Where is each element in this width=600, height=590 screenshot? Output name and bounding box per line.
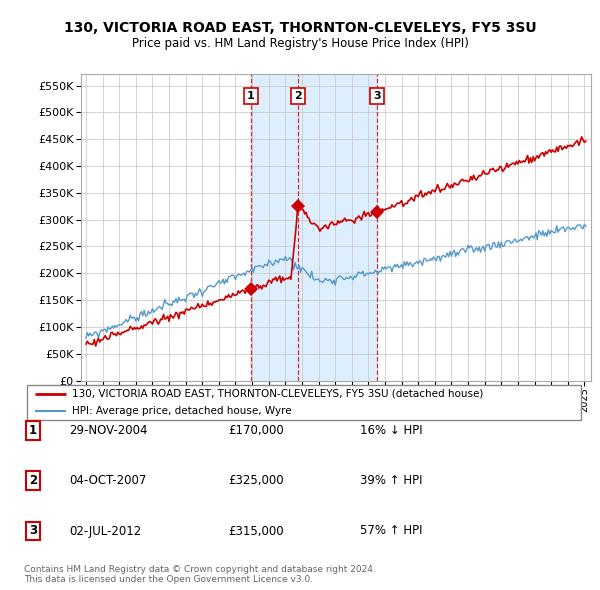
Text: £170,000: £170,000	[228, 424, 284, 437]
Text: 2: 2	[294, 91, 302, 101]
Text: 57% ↑ HPI: 57% ↑ HPI	[360, 525, 422, 537]
FancyBboxPatch shape	[27, 385, 581, 420]
Text: 29-NOV-2004: 29-NOV-2004	[69, 424, 148, 437]
Text: 3: 3	[373, 91, 380, 101]
Text: 1: 1	[29, 424, 37, 437]
Text: Price paid vs. HM Land Registry's House Price Index (HPI): Price paid vs. HM Land Registry's House …	[131, 37, 469, 50]
Text: £315,000: £315,000	[228, 525, 284, 537]
Text: 3: 3	[29, 525, 37, 537]
Text: 1: 1	[247, 91, 254, 101]
Text: 2: 2	[29, 474, 37, 487]
Text: 04-OCT-2007: 04-OCT-2007	[69, 474, 146, 487]
Text: 02-JUL-2012: 02-JUL-2012	[69, 525, 141, 537]
Text: 130, VICTORIA ROAD EAST, THORNTON-CLEVELEYS, FY5 3SU: 130, VICTORIA ROAD EAST, THORNTON-CLEVEL…	[64, 21, 536, 35]
Bar	[251, 74, 377, 381]
Text: HPI: Average price, detached house, Wyre: HPI: Average price, detached house, Wyre	[71, 407, 292, 417]
Text: 39% ↑ HPI: 39% ↑ HPI	[360, 474, 422, 487]
Text: Contains HM Land Registry data © Crown copyright and database right 2024.
This d: Contains HM Land Registry data © Crown c…	[24, 565, 376, 584]
Text: 130, VICTORIA ROAD EAST, THORNTON-CLEVELEYS, FY5 3SU (detached house): 130, VICTORIA ROAD EAST, THORNTON-CLEVEL…	[71, 389, 483, 399]
Text: 16% ↓ HPI: 16% ↓ HPI	[360, 424, 422, 437]
Text: £325,000: £325,000	[228, 474, 284, 487]
